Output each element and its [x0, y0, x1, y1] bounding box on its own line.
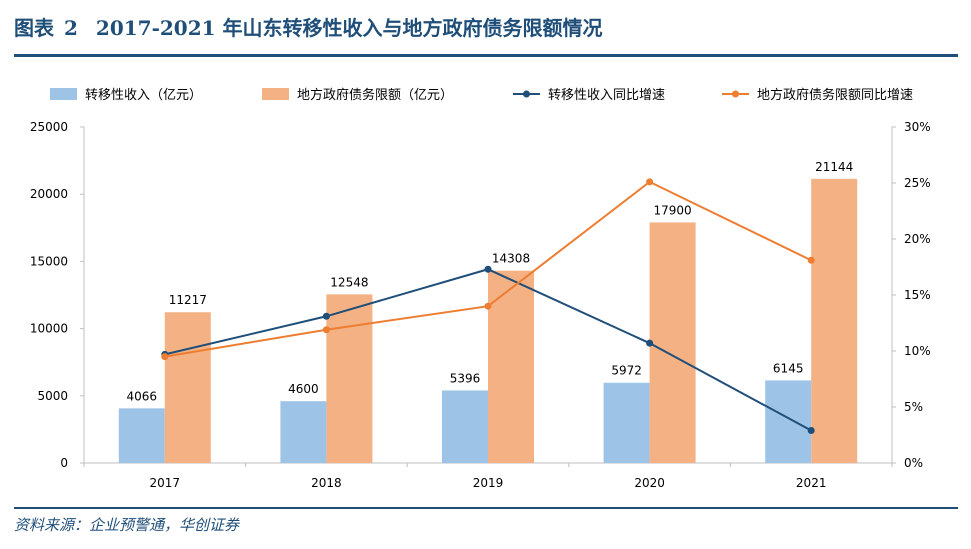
legend-label: 地方政府债务限额（亿元） — [297, 87, 453, 103]
bar-value-label: 5972 — [611, 364, 642, 378]
bar-value-label: 4600 — [288, 382, 319, 396]
y-right-tick-label: 10% — [904, 344, 931, 358]
legend-label: 转移性收入（亿元） — [85, 88, 202, 103]
figure-number: 2 — [64, 16, 78, 40]
bar-value-label: 14308 — [492, 252, 530, 266]
point-transfer-growth — [484, 265, 492, 273]
y-left-tick-label: 20000 — [30, 187, 68, 201]
bar-value-label: 5396 — [450, 371, 481, 385]
bar-value-label: 17900 — [654, 203, 692, 217]
data-labels: 4066 4600 5396 5972 6145 11217 12548 14308 17900… — [127, 160, 854, 404]
legend-swatch — [262, 88, 289, 100]
chart-title: 图表 2 2017-2021 年山东转移性收入与地方政府债务限额情况 — [14, 12, 603, 41]
bar-value-label: 4066 — [127, 389, 158, 403]
legend-marker — [732, 90, 739, 98]
bar-debt-limit — [164, 312, 211, 463]
point-transfer-growth — [807, 427, 815, 435]
y-left-tick-label: 25000 — [30, 120, 68, 134]
point-transfer-growth — [322, 312, 330, 320]
bar-value-label: 11217 — [169, 293, 207, 307]
bar-debt-limit — [326, 294, 373, 463]
point-debt-growth — [161, 353, 169, 361]
point-transfer-growth — [646, 339, 654, 347]
y-right-tick-label: 15% — [904, 288, 931, 302]
figure-label: 图表 — [14, 16, 54, 40]
legend-marker — [523, 90, 530, 98]
bar-value-label: 21144 — [815, 160, 853, 174]
y-right-tick-label: 20% — [904, 232, 931, 246]
point-debt-growth — [646, 178, 654, 186]
bar-transfer-income — [280, 401, 327, 463]
y-right-tick-label: 0% — [904, 456, 923, 470]
x-tick-label: 2018 — [311, 476, 342, 490]
figure-title: 2017-2021 年山东转移性收入与地方政府债务限额情况 — [95, 16, 603, 40]
y-left-tick-label: 15000 — [30, 254, 68, 268]
bar-transfer-income — [442, 390, 488, 463]
legend-swatch — [50, 88, 77, 100]
y-left-tick-label: 10000 — [30, 322, 68, 336]
bar-debt-limit — [811, 178, 858, 463]
y-left-tick-label: 0 — [60, 456, 68, 470]
legend-label: 地方政府债务限额同比增速 — [757, 87, 913, 103]
point-debt-growth — [484, 302, 492, 310]
title-divider — [14, 54, 958, 57]
y-right-tick-label: 5% — [904, 400, 923, 414]
bar-transfer-income — [603, 382, 650, 463]
bar-value-label: 6145 — [773, 361, 804, 375]
lines — [161, 178, 815, 435]
bar-transfer-income — [118, 408, 165, 463]
y-right-tick-label: 30% — [904, 120, 931, 134]
footer-divider — [14, 507, 958, 509]
bar-debt-limit — [649, 222, 696, 463]
y-left-tick-label: 5000 — [37, 389, 68, 403]
bars — [118, 178, 858, 463]
legend-label: 转移性收入同比增速 — [548, 88, 665, 103]
axes: 0 5000 10000 15000 20000 25000 0% 5% 10% 15% 20% 25… — [30, 120, 931, 490]
point-debt-growth — [322, 326, 330, 334]
bar-debt-limit — [488, 270, 534, 463]
source-note: 资料来源：企业预警通，华创证券 — [14, 516, 240, 534]
x-tick-label: 2020 — [634, 476, 665, 490]
x-tick-label: 2021 — [796, 476, 827, 490]
bar-value-label: 12548 — [330, 275, 368, 289]
y-right-tick-label: 25% — [904, 176, 931, 190]
x-tick-label: 2017 — [150, 476, 181, 490]
x-tick-label: 2019 — [473, 476, 504, 490]
point-debt-growth — [807, 256, 815, 264]
legend: 转移性收入（亿元） 地方政府债务限额（亿元） 转移性收入同比增速 地方政府债务限额同比… — [50, 87, 913, 103]
bar-transfer-income — [765, 380, 812, 463]
